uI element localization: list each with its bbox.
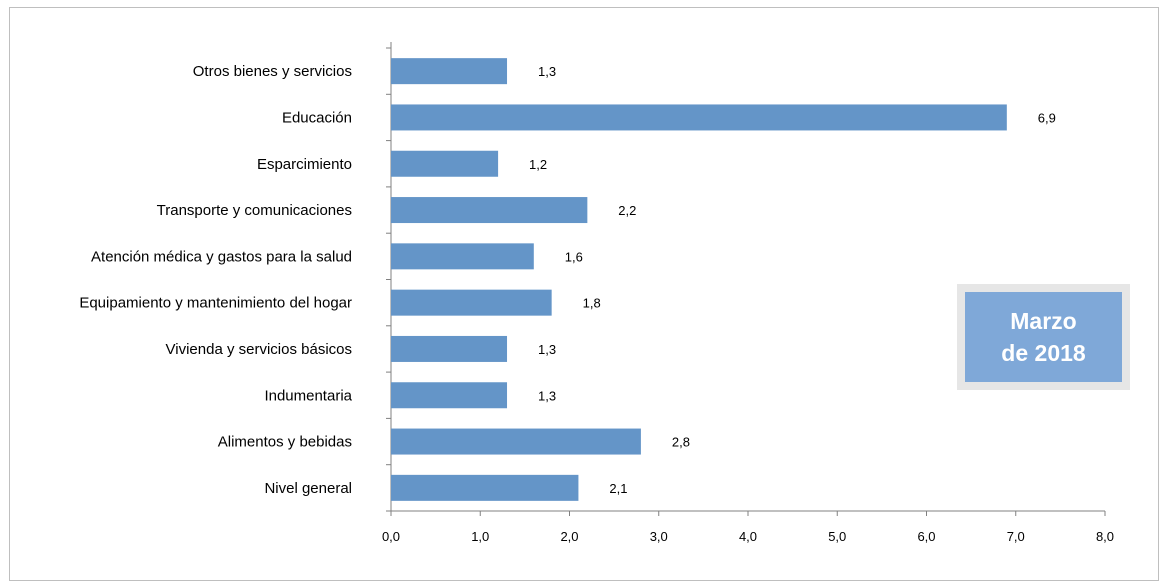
date-badge: Marzo de 2018 [957,284,1130,390]
bar [391,335,508,362]
x-tick-label: 1,0 [471,529,489,544]
bar [391,474,579,501]
data-label: 1,3 [538,64,556,79]
bar [391,243,534,270]
data-label: 6,9 [1038,110,1056,125]
data-label: 1,8 [583,296,601,311]
bar [391,289,552,316]
category-label: Indumentaria [264,387,352,404]
x-tick-label: 2,0 [560,529,578,544]
data-label: 2,8 [672,435,690,450]
category-label: Atención médica y gastos para la salud [91,248,352,265]
data-label: 2,2 [618,203,636,218]
data-label: 1,3 [538,342,556,357]
bar [391,58,508,85]
data-label: 1,6 [565,249,583,264]
bar [391,150,499,177]
category-label: Esparcimiento [257,156,352,173]
category-label: Otros bienes y servicios [193,63,352,80]
x-tick-label: 0,0 [382,529,400,544]
data-label: 1,2 [529,157,547,172]
category-label: Nivel general [264,480,352,497]
category-label: Equipamiento y mantenimiento del hogar [79,295,352,312]
data-label: 1,3 [538,388,556,403]
x-tick-label: 3,0 [650,529,668,544]
data-label: 2,1 [609,481,627,496]
date-badge-line2: de 2018 [1001,340,1086,366]
category-label: Alimentos y bebidas [218,434,352,451]
x-tick-label: 4,0 [739,529,757,544]
category-label: Transporte y comunicaciones [157,202,352,219]
bar [391,104,1007,131]
category-label: Educación [282,109,352,126]
bar [391,382,508,409]
bar [391,197,588,224]
x-tick-label: 6,0 [917,529,935,544]
category-label: Vivienda y servicios básicos [166,341,352,358]
date-badge-line1: Marzo [1010,308,1077,334]
x-tick-label: 8,0 [1096,529,1114,544]
bar [391,428,641,455]
x-tick-label: 5,0 [828,529,846,544]
x-tick-label: 7,0 [1007,529,1025,544]
date-badge-inner: Marzo de 2018 [965,292,1122,382]
